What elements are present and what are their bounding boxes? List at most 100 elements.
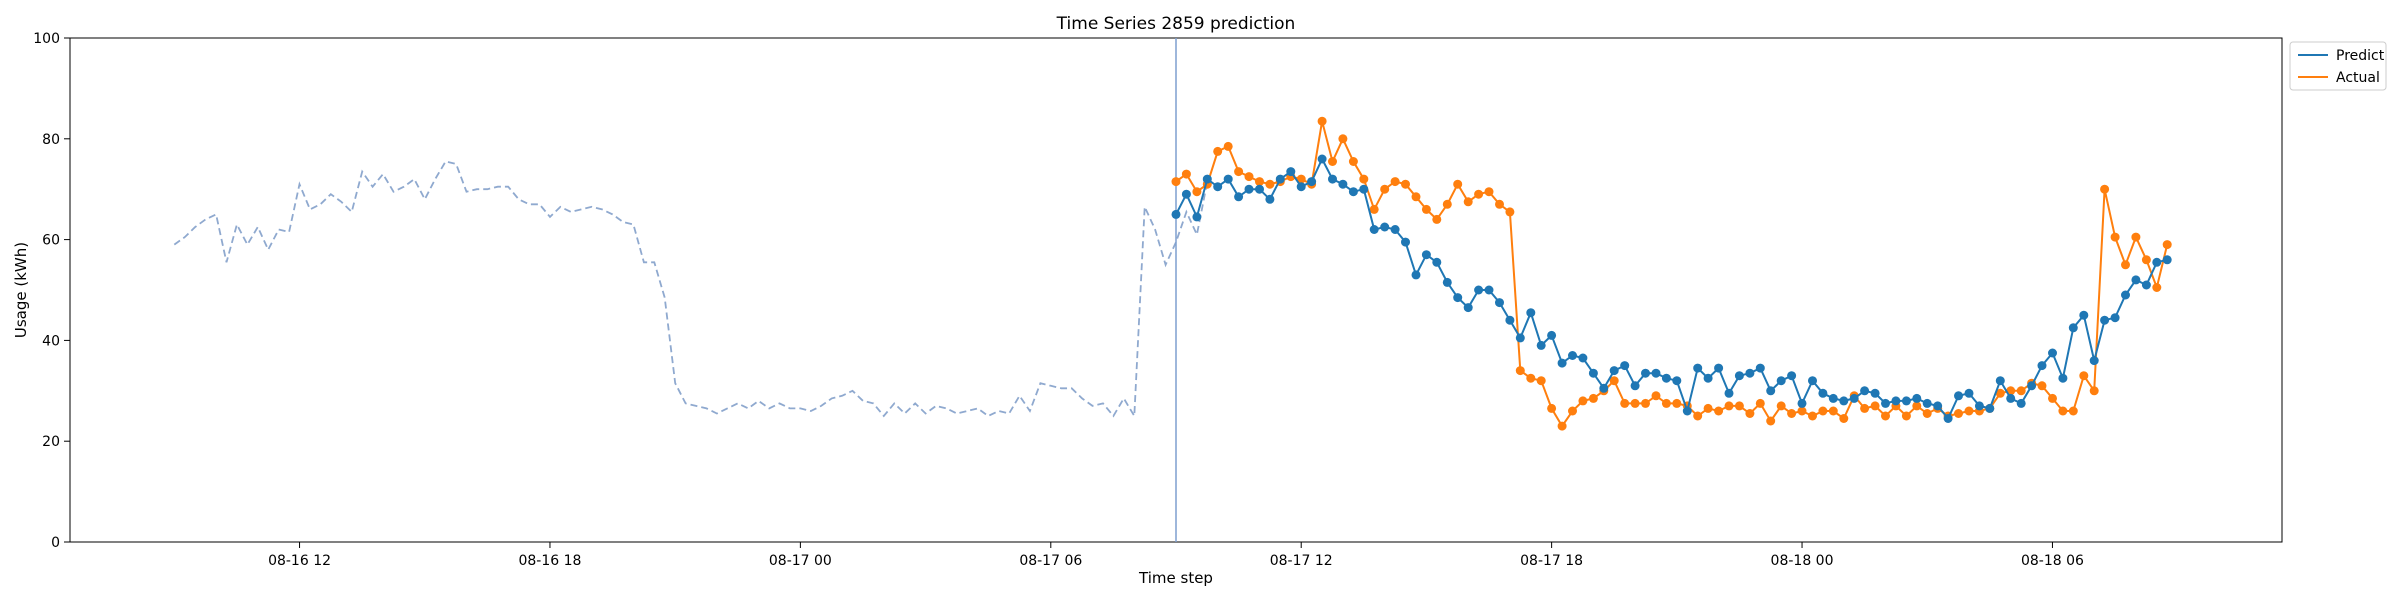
x-axis-label: Time step — [1138, 569, 1213, 587]
predict-point — [1912, 393, 1922, 403]
predict-point — [2100, 315, 2110, 325]
actual-point — [1745, 409, 1755, 418]
predict-point — [2131, 275, 2141, 285]
predict-point — [1787, 371, 1797, 381]
actual-point — [2089, 386, 2099, 396]
predict-point — [1672, 376, 1682, 386]
predict-point — [1922, 398, 1932, 408]
predict-point — [1974, 401, 1984, 411]
predict-point — [2068, 323, 2078, 333]
actual-point — [1181, 169, 1191, 179]
x-tick-label: 08-16 12 — [268, 553, 331, 569]
predict-point — [1223, 174, 1233, 184]
predict-point — [1202, 174, 1212, 184]
predict-point — [1390, 225, 1400, 234]
actual-point — [1609, 376, 1619, 386]
actual-point — [1505, 207, 1515, 217]
actual-point — [1411, 192, 1421, 202]
predict-point — [1818, 388, 1828, 398]
predict-point — [1609, 366, 1619, 376]
predict-point — [1369, 225, 1379, 234]
actual-point — [1568, 406, 1577, 416]
predict-point — [1578, 353, 1588, 363]
predict-point — [2089, 356, 2099, 366]
actual-point — [1432, 214, 1442, 224]
predict-point — [1359, 184, 1369, 194]
predict-point — [1599, 383, 1609, 393]
predict-point — [1192, 212, 1202, 222]
actual-point — [1442, 199, 1452, 209]
actual-point — [1515, 366, 1525, 376]
actual-point — [1474, 189, 1484, 199]
actual-point — [1588, 393, 1598, 403]
predict-point — [1954, 391, 1963, 401]
actual-point — [1922, 409, 1932, 418]
predict-point — [1296, 182, 1306, 192]
actual-point — [1734, 401, 1744, 411]
predict-point — [1536, 340, 1546, 350]
predict-point — [1828, 393, 1838, 403]
predict-point — [1213, 182, 1223, 192]
actual-point — [1296, 174, 1306, 184]
actual-point — [1693, 411, 1703, 421]
predict-point — [1442, 277, 1452, 287]
actual-point — [2152, 283, 2162, 292]
predict-point — [1244, 184, 1254, 194]
predict-point — [1620, 361, 1630, 371]
predict-point — [1515, 333, 1525, 343]
actual-point — [1912, 401, 1922, 411]
y-axis: 0 20 40 60 80 100 — [33, 31, 70, 551]
actual-point — [1495, 199, 1504, 209]
x-tick-label: 08-17 00 — [769, 553, 832, 569]
actual-point — [1766, 416, 1776, 426]
predict-point — [1901, 396, 1911, 406]
predict-point — [1776, 376, 1786, 386]
predict-point — [1995, 376, 2005, 386]
predict-point — [2006, 393, 2016, 403]
predict-point — [1234, 192, 1244, 202]
series-layer — [173, 38, 2172, 542]
predict-point — [1870, 388, 1880, 398]
predict-point — [2037, 361, 2047, 371]
predict-point — [1171, 209, 1181, 219]
actual-point — [1578, 396, 1588, 406]
predict-point — [1724, 388, 1734, 398]
predict-line — [1175, 156, 2168, 421]
predict-point — [2027, 381, 2037, 391]
predict-point — [1495, 298, 1504, 308]
predict-point — [1411, 270, 1421, 280]
actual-point — [1223, 141, 1233, 151]
actual-point — [1808, 411, 1817, 421]
predict-point — [1881, 398, 1890, 408]
actual-point — [1421, 204, 1431, 214]
x-axis: 08-16 12 08-16 18 08-17 00 08-17 06 08-17 12… — [268, 542, 2084, 569]
actual-point — [2079, 371, 2089, 381]
legend-label-predict: Predict — [2336, 48, 2385, 64]
predict-point — [1453, 293, 1463, 303]
predict-point — [1401, 237, 1410, 247]
actual-point — [2100, 184, 2110, 194]
actual-point — [1870, 401, 1880, 411]
y-tick-label: 40 — [42, 333, 60, 349]
predict-point — [1328, 174, 1337, 184]
actual-point — [1672, 398, 1682, 408]
predict-point — [1745, 368, 1755, 378]
actual-point — [1380, 184, 1390, 194]
actual-point — [1881, 411, 1890, 421]
actual-point — [1369, 204, 1379, 214]
x-tick-label: 08-17 18 — [1520, 553, 1583, 569]
y-tick-label: 80 — [42, 132, 60, 148]
chart-title: Time Series 2859 prediction — [1056, 14, 1296, 34]
actual-point — [1703, 403, 1713, 413]
predict-point — [1943, 414, 1953, 423]
predict-point — [1891, 396, 1901, 406]
actual-point — [1651, 391, 1661, 401]
x-tick-label: 08-17 12 — [1270, 553, 1333, 569]
predict-point — [1505, 315, 1515, 325]
actual-point — [1964, 406, 1974, 416]
actual-point — [1828, 406, 1838, 416]
actual-point — [1536, 376, 1546, 386]
actual-point — [1348, 157, 1358, 166]
actual-point — [1328, 157, 1337, 166]
